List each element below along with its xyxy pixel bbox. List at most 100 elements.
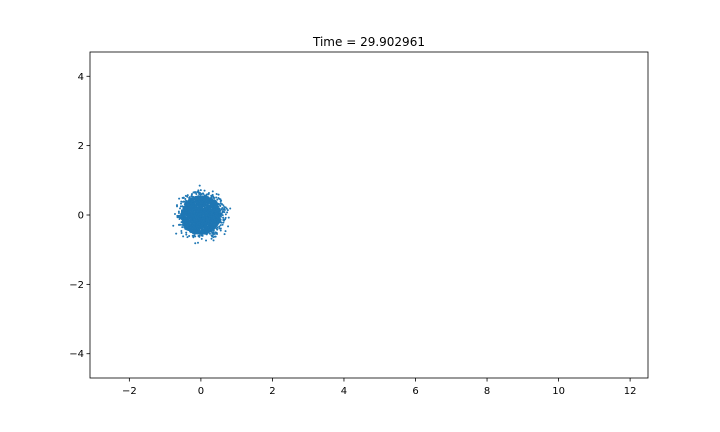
scatter-point: [208, 229, 211, 232]
scatter-point: [214, 231, 217, 234]
scatter-point: [193, 222, 196, 225]
x-axis: −2 0 2 4 6 8 10 12: [122, 378, 636, 397]
scatter-point: [207, 197, 210, 200]
scatter-point: [224, 206, 227, 209]
scatter-point: [181, 205, 184, 208]
scatter-point: [199, 212, 202, 215]
scatter-point: [182, 200, 185, 203]
scatter-point: [220, 213, 223, 216]
y-tick-label: 4: [78, 72, 84, 83]
scatter-point: [200, 208, 203, 211]
scatter-point: [201, 207, 204, 210]
scatter-point: [195, 224, 198, 227]
scatter-point: [207, 220, 210, 223]
scatter-point: [183, 218, 186, 221]
scatter-point: [186, 226, 189, 229]
scatter-point: [219, 200, 222, 203]
scatter-point: [221, 203, 224, 206]
scatter-point: [182, 209, 185, 212]
scatter-point: [201, 215, 204, 218]
scatter-point: [222, 204, 225, 207]
scatter-point: [210, 212, 213, 215]
scatter-point: [185, 231, 188, 234]
scatter-point: [194, 205, 197, 208]
points-layer: [172, 184, 232, 245]
scatter-point: [205, 220, 208, 223]
scatter-point: [199, 204, 202, 207]
scatter-point: [219, 198, 222, 201]
y-tick-label: 0: [78, 211, 84, 222]
scatter-point: [192, 195, 195, 198]
scatter-point: [179, 205, 182, 208]
scatter-point: [222, 208, 225, 211]
scatter-point: [188, 210, 191, 213]
scatter-point: [191, 193, 193, 196]
scatter-point: [205, 239, 208, 242]
scatter-point: [182, 235, 185, 238]
scatter-point: [201, 217, 204, 220]
scatter-point: [209, 223, 212, 226]
scatter-point: [182, 210, 185, 213]
scatter-point: [188, 235, 191, 238]
x-tick-label: 2: [269, 386, 275, 397]
scatter-point: [196, 210, 199, 213]
scatter-point: [205, 198, 208, 201]
scatter-point: [220, 208, 223, 211]
scatter-point: [191, 214, 194, 217]
scatter-point: [207, 192, 210, 195]
scatter-point: [210, 215, 213, 218]
scatter-point: [204, 200, 207, 203]
scatter-point: [212, 213, 215, 216]
x-tick-label: −2: [122, 386, 137, 397]
scatter-point: [184, 197, 187, 200]
scatter-point: [216, 198, 219, 201]
scatter-point: [212, 236, 215, 239]
scatter-point: [187, 203, 190, 206]
scatter-point: [217, 193, 220, 196]
scatter-point: [207, 226, 210, 229]
scatter-point: [210, 196, 213, 199]
scatter-point: [212, 223, 215, 226]
scatter-point: [196, 227, 199, 230]
scatter-point: [184, 211, 187, 214]
scatter-point: [197, 190, 200, 193]
scatter-point: [197, 228, 200, 231]
scatter-point: [205, 232, 208, 235]
scatter-point: [194, 235, 197, 238]
scatter-point: [195, 229, 198, 232]
scatter-point: [216, 211, 219, 214]
scatter-point: [201, 200, 204, 203]
scatter-point: [211, 190, 214, 193]
scatter-point: [189, 231, 192, 234]
scatter-point: [184, 194, 187, 197]
scatter-point: [178, 207, 181, 210]
scatter-point: [184, 226, 187, 229]
scatter-point: [191, 205, 194, 208]
scatter-point: [219, 229, 222, 232]
scatter-point: [192, 198, 195, 201]
scatter-point: [197, 205, 200, 208]
scatter-point: [187, 228, 190, 231]
scatter-point: [215, 202, 218, 205]
scatter-point: [211, 208, 214, 211]
scatter-point: [185, 222, 188, 225]
scatter-point: [218, 225, 221, 228]
scatter-point: [214, 218, 217, 221]
scatter-point: [196, 222, 199, 225]
scatter-point: [189, 226, 192, 229]
scatter-point: [207, 199, 210, 202]
scatter-point: [193, 202, 196, 205]
scatter-point: [214, 205, 217, 208]
scatter-point: [213, 233, 216, 236]
scatter-point: [192, 202, 195, 205]
scatter-point: [183, 219, 186, 222]
scatter-point: [215, 192, 218, 195]
scatter-point: [188, 220, 191, 223]
scatter-point: [206, 196, 209, 199]
scatter-point: [202, 230, 205, 233]
scatter-point: [215, 227, 218, 230]
scatter-point: [180, 221, 183, 224]
scatter-point: [218, 227, 221, 230]
scatter-point: [208, 217, 211, 220]
scatter-point: [184, 219, 187, 222]
